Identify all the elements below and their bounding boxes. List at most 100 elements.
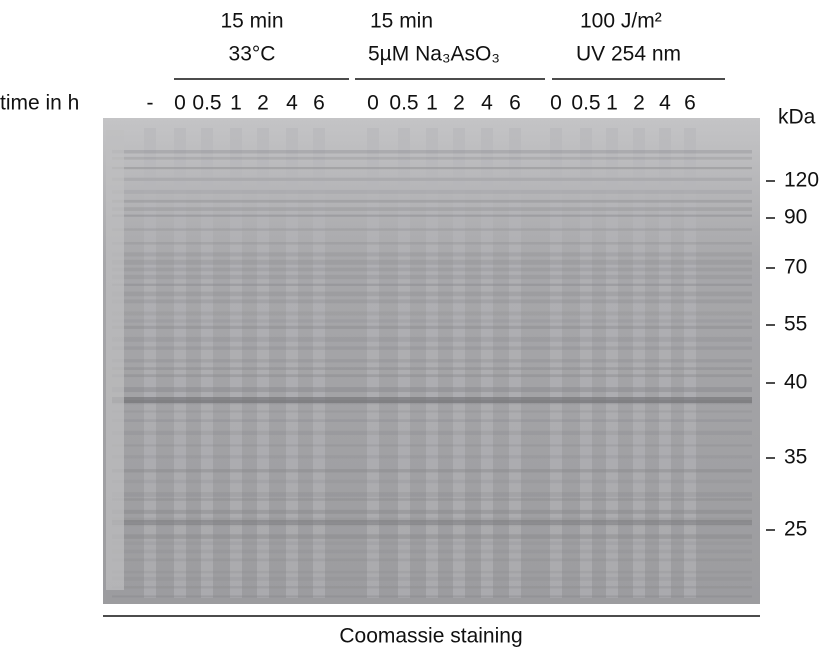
- band: [112, 259, 752, 265]
- band: [112, 199, 752, 203]
- band: [112, 207, 752, 211]
- band: [112, 150, 752, 154]
- lane-label: 0.5: [571, 92, 600, 115]
- marker-label: 120: [784, 169, 819, 192]
- lane-streak: [426, 128, 438, 598]
- condition-line1: 15 min: [370, 10, 433, 33]
- lane-label: 4: [481, 92, 493, 115]
- band: [112, 517, 752, 523]
- band: [112, 319, 752, 323]
- band: [112, 274, 752, 280]
- lane-streak: [659, 128, 671, 598]
- marker-unit: kDa: [778, 106, 816, 129]
- band: [112, 283, 752, 286]
- marker-label: 70: [784, 256, 807, 279]
- row-label: time in h: [0, 92, 79, 115]
- caption: Coomassie staining: [339, 625, 522, 648]
- lane-streak: [144, 128, 156, 598]
- lane-label: 6: [313, 92, 325, 115]
- lane-label: 0: [367, 92, 379, 115]
- band: [112, 252, 752, 257]
- band: [112, 299, 752, 304]
- band: [112, 549, 752, 554]
- band: [112, 397, 752, 403]
- band: [112, 469, 752, 473]
- band: [112, 570, 752, 574]
- band: [112, 534, 752, 539]
- band: [112, 291, 752, 297]
- lane-streak: [286, 128, 298, 598]
- band: [112, 214, 752, 217]
- lane-streak: [313, 128, 325, 598]
- band: [112, 492, 752, 497]
- condition-line2: 33°C: [229, 43, 276, 66]
- lane-streak: [367, 128, 379, 598]
- lane-streak: [398, 128, 410, 598]
- band: [112, 558, 752, 562]
- band: [112, 374, 752, 378]
- band: [112, 595, 752, 598]
- band: [112, 177, 752, 181]
- condition-line1: 15 min: [220, 10, 283, 33]
- marker-label: 40: [784, 371, 807, 394]
- band: [112, 325, 752, 329]
- lane-label: 0: [550, 92, 562, 115]
- lane-label: 1: [426, 92, 438, 115]
- lane-streak: [174, 128, 186, 598]
- condition-line2: 5µM Na₃AsO₃: [368, 43, 500, 66]
- lane-streak: [230, 128, 242, 598]
- marker-label: 90: [784, 206, 807, 229]
- band: [112, 267, 752, 272]
- ladder: [106, 130, 124, 590]
- band: [112, 541, 752, 545]
- lane-streak: [453, 128, 465, 598]
- lane-label: 6: [509, 92, 521, 115]
- band: [112, 189, 752, 194]
- lane-label: 2: [257, 92, 269, 115]
- gel-texture: [106, 128, 752, 598]
- marker-label: 35: [784, 446, 807, 469]
- lane-label: 0.5: [192, 92, 221, 115]
- lane-streak: [606, 128, 618, 598]
- condition-line2: UV 254 nm: [576, 43, 681, 66]
- band: [112, 455, 752, 459]
- band: [112, 524, 752, 527]
- band: [112, 520, 752, 525]
- band: [112, 479, 752, 484]
- lane-label: 0.5: [389, 92, 418, 115]
- band: [112, 410, 752, 413]
- band: [112, 498, 752, 501]
- band: [112, 367, 752, 370]
- band: [112, 586, 752, 589]
- band: [112, 311, 752, 316]
- band: [112, 166, 752, 170]
- lane-streak: [550, 128, 562, 598]
- band: [112, 346, 752, 350]
- lane-streak: [633, 128, 645, 598]
- lane-streak: [257, 128, 269, 598]
- lane-label: -: [147, 92, 154, 115]
- band: [112, 242, 752, 245]
- band: [112, 336, 752, 342]
- band: [112, 387, 752, 393]
- band: [112, 576, 752, 581]
- lane-label: 2: [453, 92, 465, 115]
- lane-streak: [580, 128, 592, 598]
- marker-label: 25: [784, 518, 807, 541]
- lane-label: 4: [286, 92, 298, 115]
- band: [112, 228, 752, 231]
- band: [112, 419, 752, 422]
- band: [112, 156, 752, 160]
- band: [112, 359, 752, 363]
- condition-line1: 100 J/m²: [580, 10, 662, 33]
- lane-label: 2: [633, 92, 645, 115]
- lane-streak: [201, 128, 213, 598]
- lane-label: 4: [659, 92, 671, 115]
- marker-label: 55: [784, 313, 807, 336]
- lane-streak: [509, 128, 521, 598]
- lane-label: 1: [230, 92, 242, 115]
- lane-streak: [481, 128, 493, 598]
- band: [112, 430, 752, 436]
- lane-label: 1: [606, 92, 618, 115]
